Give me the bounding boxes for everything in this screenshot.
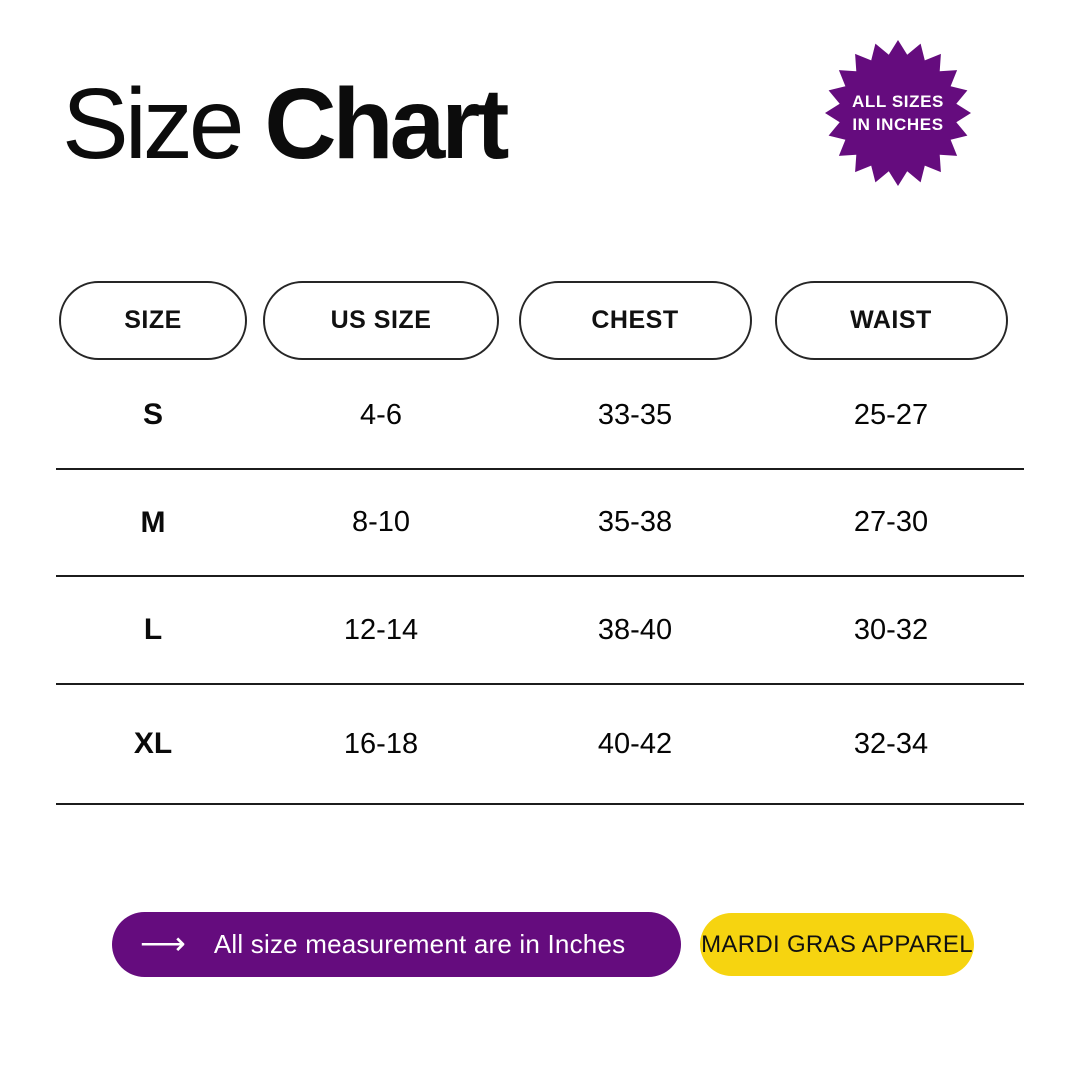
header-pill-us-size: US SIZE bbox=[263, 281, 499, 360]
cell-us-size-s: 4-6 bbox=[360, 398, 402, 431]
header-cell-us-size: US SIZE bbox=[250, 281, 512, 360]
cell-us-size-m: 8-10 bbox=[351, 506, 411, 538]
table-row-s: S 4-6 33-35 25-27 bbox=[56, 362, 1024, 470]
units-badge: ALL SIZES IN INCHES bbox=[823, 38, 973, 188]
page-title-space bbox=[241, 68, 265, 180]
header-cell-size: SIZE bbox=[56, 281, 250, 360]
long-right-arrow-icon: ⟶ bbox=[140, 924, 186, 961]
cell-chest-l: 38-40 bbox=[597, 613, 673, 646]
page-title-regular: Size bbox=[62, 68, 245, 180]
cell-us-size-l: 12-14 bbox=[343, 613, 419, 646]
cell-size-xl: XL bbox=[133, 727, 173, 760]
table-row-l: L 12-14 38-40 30-32 bbox=[56, 577, 1024, 685]
table-header-row: SIZE US SIZE CHEST WAIST bbox=[56, 281, 1024, 360]
cell-size-l: L bbox=[143, 613, 163, 646]
units-badge-text: ALL SIZES IN INCHES bbox=[823, 38, 973, 188]
brand-text: MARDI GRAS APPAREL bbox=[701, 930, 973, 958]
starburst-icon bbox=[825, 40, 971, 186]
units-badge-line1: ALL SIZES bbox=[852, 92, 944, 111]
page-title: Size Chart bbox=[62, 72, 509, 177]
page-title-bold: Chart bbox=[264, 68, 509, 180]
measurement-note-pill: ⟶ All size measurement are in Inches bbox=[112, 912, 681, 977]
header-cell-chest: CHEST bbox=[512, 281, 758, 360]
header-cell-waist: WAIST bbox=[758, 281, 1024, 360]
units-badge-line2: IN INCHES bbox=[852, 115, 944, 134]
brand-pill: MARDI GRAS APPAREL bbox=[700, 913, 974, 976]
cell-size-s: S bbox=[142, 398, 163, 431]
cell-chest-xl: 40-42 bbox=[597, 727, 673, 760]
size-table: SIZE US SIZE CHEST WAIST S 4-6 33-35 25-… bbox=[56, 281, 1024, 805]
cell-waist-xl: 32-34 bbox=[853, 727, 929, 760]
table-row-xl: XL 16-18 40-42 32-34 bbox=[56, 685, 1024, 805]
cell-chest-m: 35-38 bbox=[597, 506, 673, 538]
measurement-note-text: All size measurement are in Inches bbox=[213, 929, 626, 959]
table-row-m: M 8-10 35-38 27-30 bbox=[56, 470, 1024, 577]
header-pill-size: SIZE bbox=[59, 281, 247, 360]
cell-waist-m: 27-30 bbox=[853, 506, 929, 538]
header-pill-waist: WAIST bbox=[774, 281, 1008, 360]
cell-chest-s: 33-35 bbox=[597, 398, 673, 431]
cell-size-m: M bbox=[140, 505, 166, 539]
header-pill-chest: CHEST bbox=[518, 281, 752, 360]
cell-us-size-xl: 16-18 bbox=[343, 727, 419, 760]
cell-waist-s: 25-27 bbox=[853, 398, 929, 431]
cell-waist-l: 30-32 bbox=[853, 613, 929, 646]
